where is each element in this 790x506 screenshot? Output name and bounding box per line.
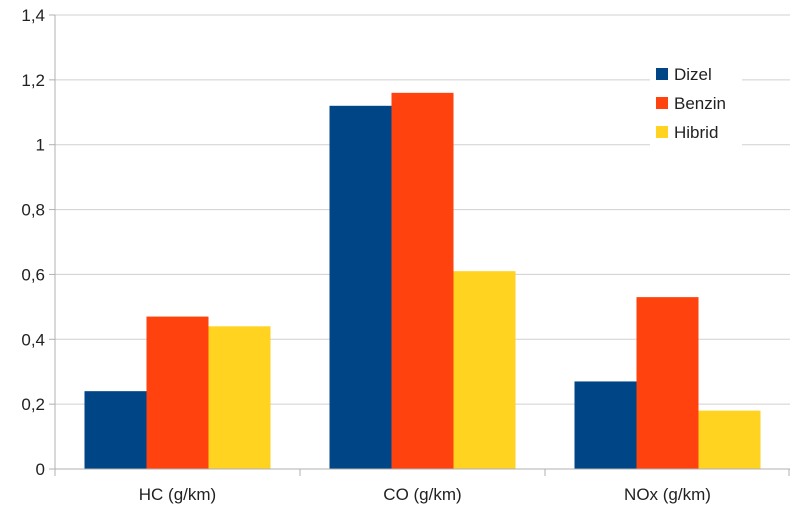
legend-swatch-benzin [656,97,668,109]
bar-dizel-2 [574,381,637,469]
y-tick-label: 0 [36,460,45,479]
bar-benzin-2 [636,297,699,469]
legend-swatch-dizel [656,68,668,80]
bar-benzin-0 [146,316,209,469]
bar-dizel-1 [329,105,392,470]
y-tick-label: 0,6 [21,265,45,284]
legend-swatch-hibrid [656,126,668,138]
legend: Dizel Benzin Hibrid [650,58,742,151]
legend-label-hibrid: Hibrid [674,123,718,142]
y-tick-label: 1,4 [21,6,45,25]
x-category-label: NOx (g/km) [624,485,711,504]
bar-hibrid-1 [453,271,516,469]
legend-label-dizel: Dizel [674,65,712,84]
y-tick-label: 0,4 [21,330,45,349]
bar-benzin-1 [391,92,454,469]
bars [84,92,761,470]
y-tick-label: 1,2 [21,71,45,90]
legend-label-benzin: Benzin [674,94,726,113]
y-tick-label: 0,2 [21,395,45,414]
x-category-label: HC (g/km) [139,485,216,504]
bar-hibrid-2 [698,410,761,469]
x-category-label: CO (g/km) [383,485,461,504]
x-axis: HC (g/km) CO (g/km) NOx (g/km) [54,15,790,504]
y-axis-ticks: 0 0,2 0,4 0,6 0,8 1 1,2 1,4 [21,6,45,479]
bar-dizel-0 [84,391,147,469]
bar-hibrid-0 [208,326,271,469]
y-tick-label: 0,8 [21,201,45,220]
y-tick-label: 1 [36,136,45,155]
